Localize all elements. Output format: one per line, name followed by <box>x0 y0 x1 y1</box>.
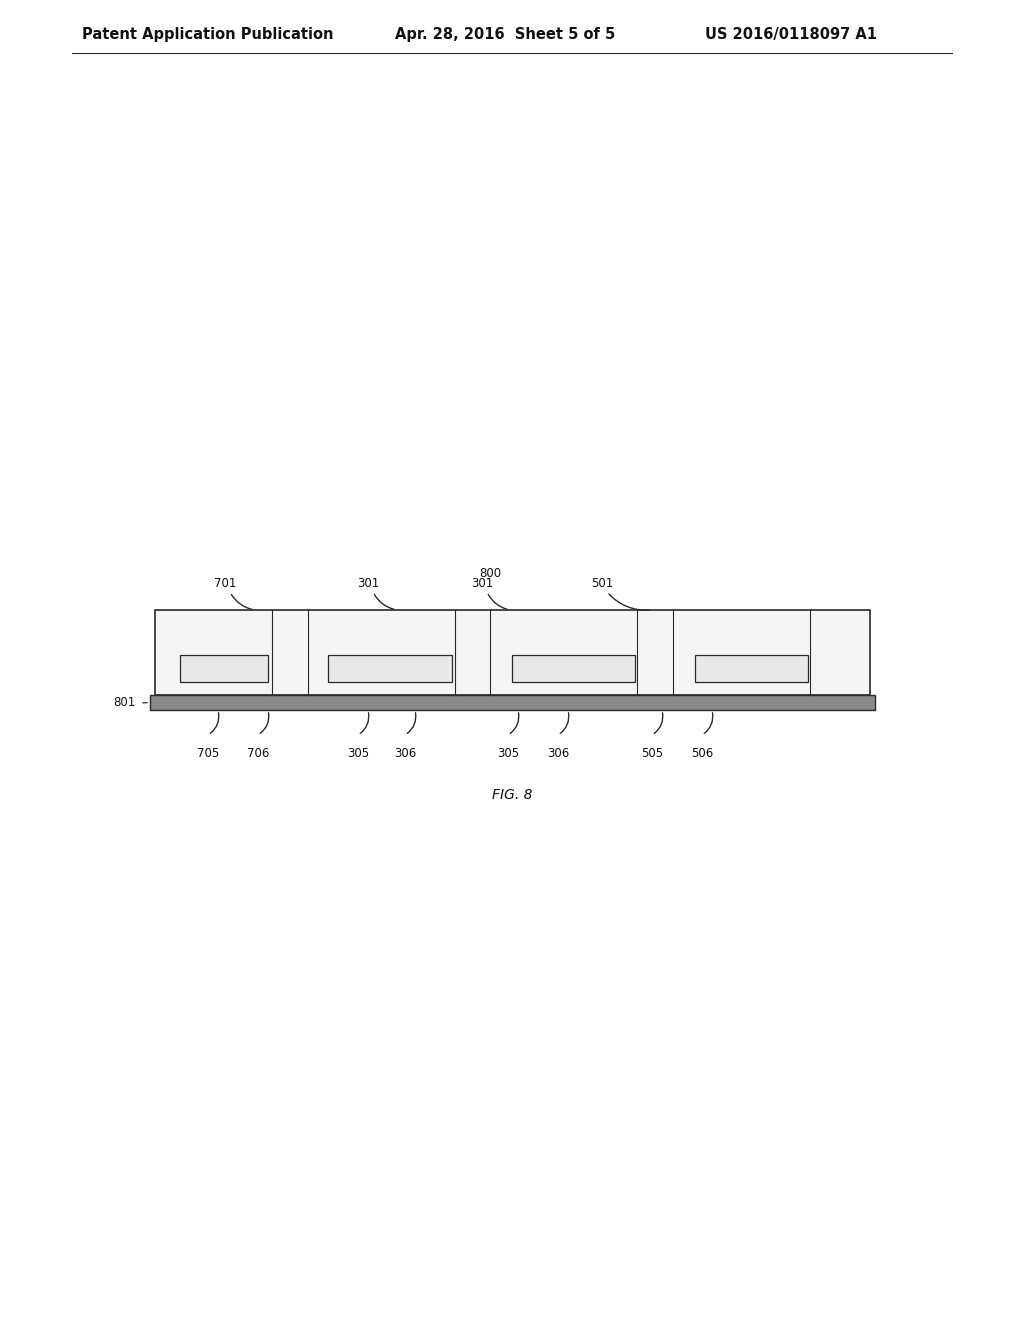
Bar <box>150 696 874 710</box>
Bar <box>695 655 808 682</box>
Text: Apr. 28, 2016  Sheet 5 of 5: Apr. 28, 2016 Sheet 5 of 5 <box>395 28 615 42</box>
Text: 705: 705 <box>197 747 219 760</box>
Text: 505: 505 <box>641 747 664 760</box>
Bar <box>328 655 452 682</box>
Text: US 2016/0118097 A1: US 2016/0118097 A1 <box>705 28 877 42</box>
Text: 800: 800 <box>479 568 501 579</box>
Text: FIG. 8: FIG. 8 <box>492 788 532 803</box>
Text: 801: 801 <box>113 697 135 710</box>
Bar <box>155 610 870 696</box>
Text: 701: 701 <box>214 577 237 590</box>
Text: 301: 301 <box>471 577 494 590</box>
Text: 506: 506 <box>691 747 713 760</box>
Bar <box>180 655 268 682</box>
Text: 706: 706 <box>247 747 269 760</box>
Bar <box>512 655 635 682</box>
Text: 306: 306 <box>547 747 569 760</box>
Text: Patent Application Publication: Patent Application Publication <box>82 28 334 42</box>
Text: 306: 306 <box>394 747 416 760</box>
Text: 301: 301 <box>357 577 379 590</box>
Text: 501: 501 <box>591 577 613 590</box>
Text: 305: 305 <box>497 747 519 760</box>
Text: 305: 305 <box>347 747 369 760</box>
